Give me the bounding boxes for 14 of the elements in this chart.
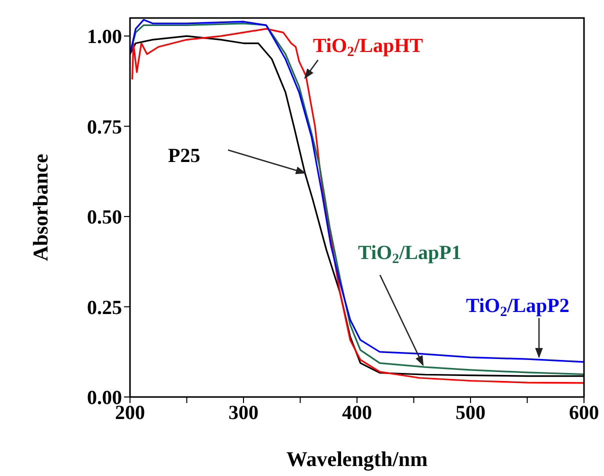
x-axis-title: Wavelength/nm [286, 447, 428, 471]
y-axis-title: Absorbance [28, 154, 52, 262]
series-label: TiO$_{2}$/LapHT [313, 35, 424, 60]
x-tick-label: 400 [342, 402, 372, 424]
x-tick-label: 500 [456, 402, 486, 424]
x-tick-label: 600 [569, 402, 599, 424]
y-tick-label: 0.25 [87, 296, 122, 319]
y-tick-label: 0.50 [87, 206, 122, 229]
y-tick-label: 0.75 [87, 116, 122, 138]
x-tick-label: 300 [228, 402, 258, 424]
y-tick-label: 1.00 [87, 26, 122, 48]
series-label: TiO$_{2}$/LapP2 [466, 295, 570, 320]
text: P25 [168, 145, 200, 167]
series-label: TiO$_{2}$/LapP1 [358, 242, 462, 268]
